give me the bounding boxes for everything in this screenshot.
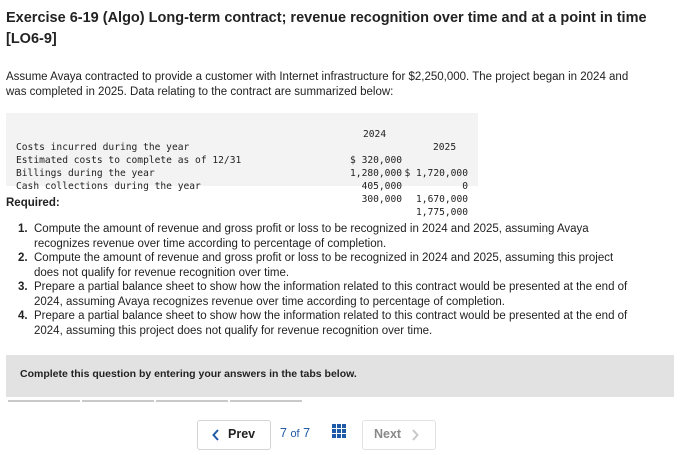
- required-item-line2: 2024, assuming this project does not qua…: [34, 324, 433, 337]
- table-header-row: 2024 2025: [6, 115, 478, 153]
- required-item: 3. Prepare a partial balance sheet to sh…: [18, 280, 682, 309]
- required-item-line2: does not qualify for revenue recognition…: [34, 266, 290, 279]
- required-item-number: 2.: [18, 252, 28, 264]
- required-item-line2: 2024, assuming Avaya recognizes revenue …: [34, 295, 505, 308]
- table-row: Billings during the year 405,000 1,670,0…: [6, 154, 478, 205]
- required-item-line1: Prepare a partial balance sheet to show …: [34, 310, 628, 322]
- answer-tab[interactable]: [156, 400, 228, 402]
- answer-tab[interactable]: [82, 400, 154, 402]
- required-item-number: 4.: [18, 310, 28, 322]
- chevron-left-icon: [212, 429, 219, 441]
- row-value-2024: $ 320,000: [350, 155, 402, 166]
- required-item: 4. Prepare a partial balance sheet to sh…: [18, 309, 682, 338]
- answer-tabs-strip: [6, 400, 674, 403]
- total-pages: 7: [303, 426, 311, 440]
- answer-tab[interactable]: [8, 400, 80, 402]
- required-item-line1: Prepare a partial balance sheet to show …: [34, 281, 628, 293]
- row-value-2025: $ 1,720,000: [404, 168, 468, 179]
- grid-icon[interactable]: [332, 424, 346, 438]
- row-value-2025: 1,670,000: [416, 194, 468, 205]
- row-label: Billings during the year: [16, 168, 155, 179]
- required-item-number: 3.: [18, 281, 28, 293]
- row-value-2024: 300,000: [361, 194, 402, 205]
- row-label: Costs incurred during the year: [16, 142, 190, 153]
- required-heading: Required:: [6, 197, 60, 209]
- row-label: Cash collections during the year: [16, 181, 201, 192]
- required-item-number: 1.: [18, 223, 28, 235]
- intro-text: Assume Avaya contracted to provide a cus…: [6, 70, 686, 100]
- current-page: 7: [280, 426, 287, 440]
- page-indicator: 7 of 7: [280, 426, 310, 440]
- row-value-2025: 1,775,000: [416, 207, 468, 218]
- row-value-2024: 1,280,000: [350, 168, 402, 179]
- instruction-banner: Complete this question by entering your …: [6, 355, 674, 397]
- row-label: Estimated costs to complete as of 12/31: [16, 155, 242, 166]
- table-row: Costs incurred during the year $ 320,000…: [6, 128, 478, 179]
- row-value-2024: 405,000: [361, 181, 402, 192]
- exercise-title: Exercise 6-19 (Algo) Long-term contract;…: [6, 8, 686, 50]
- required-item-line1: Compute the amount of revenue and gross …: [34, 223, 589, 235]
- intro-line2: was completed in 2025. Data relating to …: [6, 86, 394, 98]
- required-item: 2. Compute the amount of revenue and gro…: [18, 251, 682, 280]
- next-button[interactable]: Next: [362, 420, 436, 450]
- exercise-title-line2: [LO6-9]: [6, 31, 57, 47]
- table-row: Cash collections during the year 300,000…: [6, 167, 478, 218]
- required-list: 1. Compute the amount of revenue and gro…: [18, 222, 682, 338]
- required-item-line2: recognizes revenue over time according t…: [34, 237, 387, 250]
- prev-button[interactable]: Prev: [197, 420, 271, 450]
- required-item-line1: Compute the amount of revenue and gross …: [34, 252, 614, 264]
- header-2025: 2025: [433, 142, 457, 153]
- intro-line1: Assume Avaya contracted to provide a cus…: [6, 71, 629, 83]
- next-label: Next: [374, 427, 402, 441]
- of-label: of: [290, 428, 300, 440]
- instruction-banner-text: Complete this question by entering your …: [20, 368, 357, 380]
- exercise-title-line1: Exercise 6-19 (Algo) Long-term contract;…: [6, 10, 647, 26]
- header-2024: 2024: [363, 129, 387, 140]
- required-item: 1. Compute the amount of revenue and gro…: [18, 222, 682, 251]
- chevron-right-icon: [412, 429, 419, 441]
- contract-data-table: 2024 2025 Costs incurred during the year…: [6, 113, 478, 218]
- prev-label: Prev: [228, 427, 256, 441]
- answer-tab[interactable]: [230, 400, 302, 402]
- row-value-2025: 0: [462, 181, 468, 192]
- table-row: Estimated costs to complete as of 12/31 …: [6, 141, 478, 192]
